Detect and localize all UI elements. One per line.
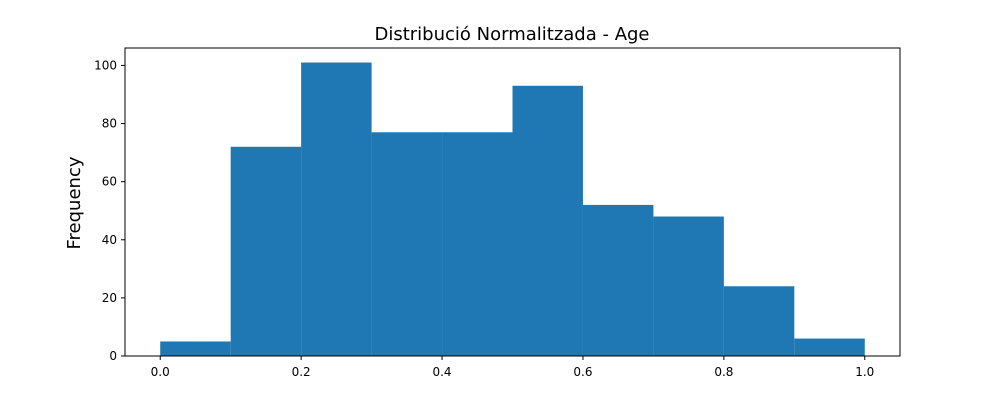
chart-title: Distribució Normalitzada - Age — [374, 24, 649, 45]
y-tick-label: 40 — [102, 233, 117, 247]
histogram-bar — [160, 341, 231, 356]
x-tick-label: 1.0 — [855, 365, 874, 379]
y-tick-label: 0 — [109, 349, 117, 363]
histogram-bar — [653, 216, 724, 356]
plot-frame — [124, 47, 901, 357]
histogram-bar — [371, 132, 443, 356]
histogram-bar — [230, 146, 302, 356]
histogram-bar — [794, 338, 865, 356]
x-tick-label: 0.8 — [714, 365, 733, 379]
x-axis-ticks: 0.0 0.2 0.4 0.6 0.8 1.0 — [151, 356, 874, 379]
y-tick-label: 20 — [102, 291, 117, 305]
bars-group — [160, 62, 865, 357]
x-tick-label: 0.4 — [432, 365, 451, 379]
histogram-bar — [512, 85, 583, 356]
x-tick-label: 0.0 — [151, 365, 170, 379]
y-tick-label: 60 — [102, 175, 117, 189]
histogram-bar — [723, 286, 795, 356]
histogram-bar — [442, 132, 513, 356]
x-tick-label: 0.2 — [292, 365, 311, 379]
y-tick-label: 80 — [102, 117, 117, 131]
histogram-bar — [582, 204, 654, 356]
y-axis-label: Frequency — [64, 156, 85, 249]
y-tick-label: 100 — [94, 58, 117, 72]
y-axis-ticks: 0 20 40 60 80 100 — [94, 58, 125, 363]
histogram-bar — [301, 62, 372, 357]
x-tick-label: 0.6 — [573, 365, 592, 379]
